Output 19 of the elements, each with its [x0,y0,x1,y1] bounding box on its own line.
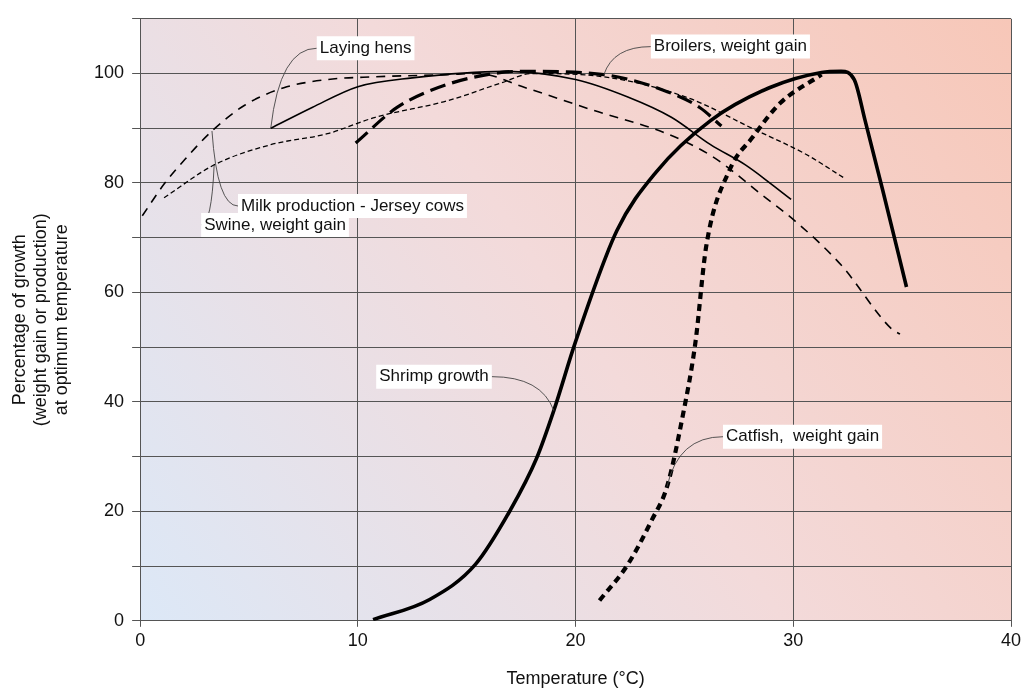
x-tick-label: 10 [347,629,368,650]
y-tick-label: 20 [104,500,125,521]
annotation: Catfish, weight gain [726,426,880,446]
y-axis-title: Percentage of growth (weight gain or production) at optimum temperature [9,213,71,427]
annotation: Milk production - Jersey cows [240,195,464,215]
y-tick-label: 0 [114,609,125,630]
y-tick-label: 60 [104,281,125,302]
x-tick-label: 0 [135,629,146,650]
y-tick-label: 80 [104,171,125,192]
annotation: Laying hens [319,37,412,57]
x-tick-label: 30 [783,629,804,650]
annotation: Broilers, weight gain [653,36,807,56]
x-tick-label: 40 [1000,629,1022,650]
y-tick-label: 100 [94,62,125,83]
x-axis-title: Temperature (°C) [506,668,645,689]
y-tick-label: 40 [104,390,125,411]
annotation: Shrimp growth [379,366,489,386]
annotation: Swine, weight gain [204,214,346,234]
x-tick-label: 20 [565,629,586,650]
